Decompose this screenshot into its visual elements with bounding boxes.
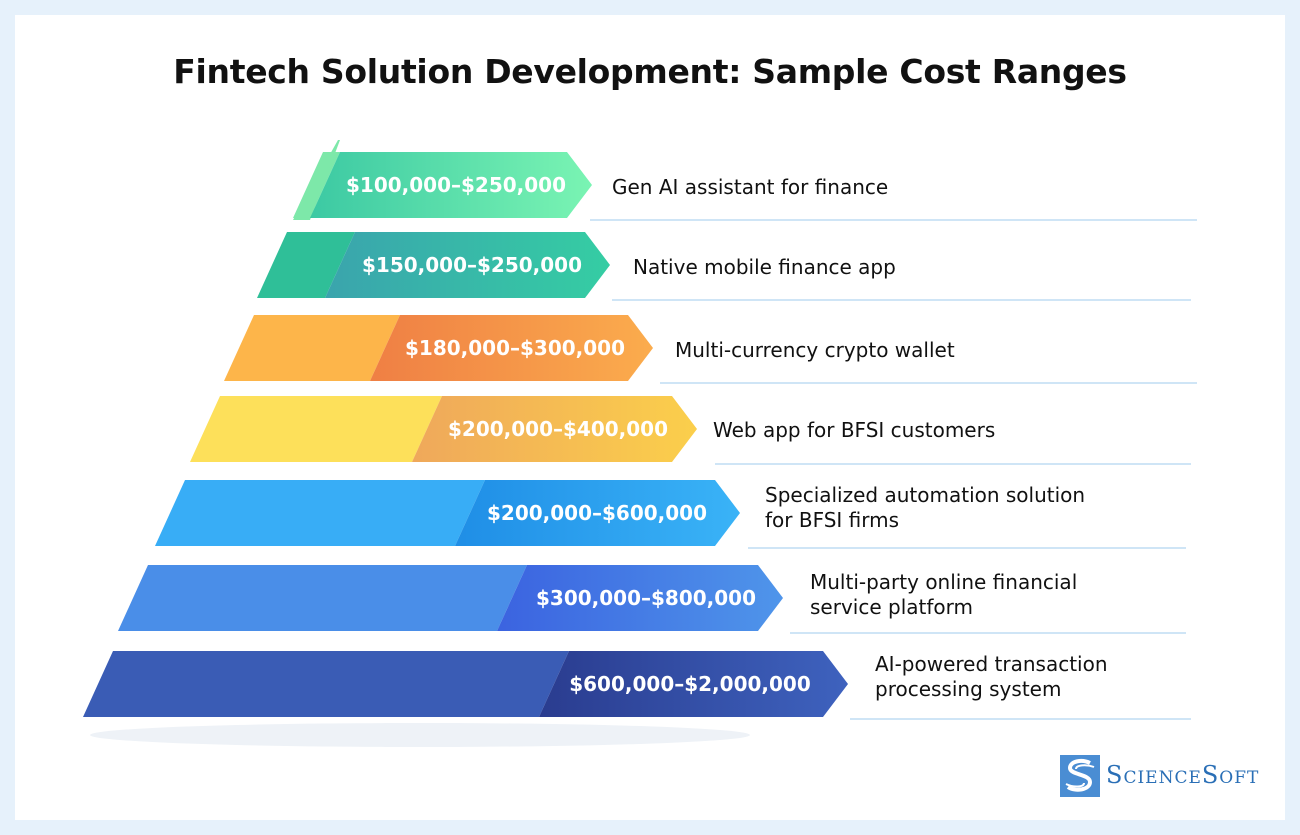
tier-left-block — [190, 396, 442, 462]
tier-description: Gen AI assistant for finance — [612, 174, 889, 199]
tier-price-label: $200,000–$600,000 — [487, 501, 707, 525]
tier-price-label: $100,000–$250,000 — [346, 173, 566, 197]
tier-description: Multi-currency crypto wallet — [675, 337, 955, 362]
tier-arrow — [539, 651, 848, 717]
tier-arrow — [370, 315, 653, 381]
pyramid-shadow — [90, 723, 750, 747]
sciencesoft-logo-icon — [1060, 755, 1100, 797]
tier-left-block — [224, 315, 400, 381]
tier-arrow — [455, 480, 740, 546]
tier-arrow — [412, 396, 697, 462]
tier-top-sliver — [293, 140, 340, 220]
tier-left-block — [83, 651, 569, 717]
tier-left-block — [257, 232, 355, 298]
tier-arrow — [497, 565, 783, 631]
tier-description: AI-powered transaction processing system — [875, 652, 1108, 701]
sciencesoft-logo-text: ScienceSoft — [1106, 761, 1260, 789]
tier-arrow — [310, 152, 592, 218]
tier-price-label: $600,000–$2,000,000 — [569, 672, 811, 696]
page-title: Fintech Solution Development: Sample Cos… — [173, 52, 1127, 91]
tier-left-block — [155, 480, 485, 546]
tier-price-label: $300,000–$800,000 — [536, 586, 756, 610]
tier-price-label: $150,000–$250,000 — [362, 253, 582, 277]
tier-price-label: $180,000–$300,000 — [405, 336, 625, 360]
tier-arrow — [325, 232, 610, 298]
tier-description: Specialized automation solution for BFSI… — [765, 483, 1086, 532]
tier-left-block — [118, 565, 527, 631]
tier-description: Native mobile finance app — [633, 254, 896, 279]
tier-description: Web app for BFSI customers — [713, 417, 996, 442]
tier-description: Multi-party online financial service pla… — [810, 570, 1078, 619]
tier-price-label: $200,000–$400,000 — [448, 417, 668, 441]
